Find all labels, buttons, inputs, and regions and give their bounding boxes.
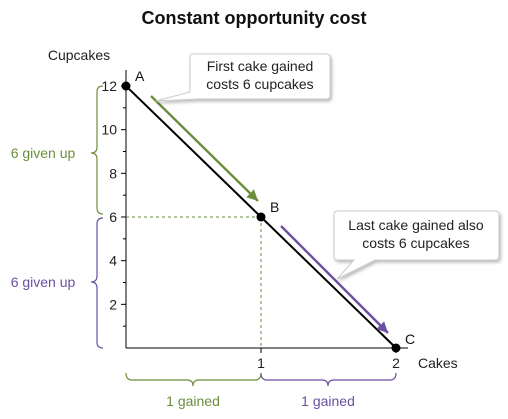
arrow-b-to-c-shaft xyxy=(280,225,389,334)
callout-first-line-2: costs 6 cupcakes xyxy=(206,76,313,92)
callout-first-line-1: First cake gained xyxy=(207,58,314,74)
x-tick-label: 1 xyxy=(257,355,265,371)
callout-first-shape xyxy=(155,53,331,102)
callout-last-shape xyxy=(333,210,500,280)
y-upper-bracket-label: 6 given up xyxy=(11,145,76,161)
callout-first-cake: First cake gained costs 6 cupcakes xyxy=(155,53,331,102)
x-tick-label: 2 xyxy=(392,355,400,371)
point-label-a: A xyxy=(135,68,145,84)
arrow-b-to-c-head xyxy=(376,321,388,333)
x-first-bracket xyxy=(125,372,262,387)
y-tick-label: 10 xyxy=(101,122,117,138)
y-upper-bracket xyxy=(90,85,104,215)
y-tick-label: 4 xyxy=(109,253,117,269)
point-c xyxy=(391,343,401,353)
point-label-b: B xyxy=(270,199,279,215)
y-tick-label: 8 xyxy=(109,165,117,181)
y-tick-label: 6 xyxy=(109,209,117,225)
arrow-a-to-b-shaft xyxy=(150,95,259,202)
arrows xyxy=(150,95,389,334)
callout-last-cake: Last cake gained also costs 6 cupcakes xyxy=(333,210,500,280)
point-label-c: C xyxy=(405,331,415,347)
callout-last-line-2: costs 6 cupcakes xyxy=(362,235,469,251)
chart-title: Constant opportunity cost xyxy=(142,8,367,28)
y-axis-label: Cupcakes xyxy=(48,47,110,63)
x-first-bracket-label: 1 gained xyxy=(166,393,220,409)
y-tick-label: 2 xyxy=(109,296,117,312)
point-a xyxy=(121,81,131,91)
x-second-bracket xyxy=(260,372,397,387)
x-second-bracket-label: 1 gained xyxy=(301,393,355,409)
point-b xyxy=(256,212,266,222)
y-tick-label: 12 xyxy=(101,78,117,94)
guide-lines xyxy=(126,216,262,348)
arrow-a-to-b-head xyxy=(246,189,258,201)
brackets: 6 given up 6 given up 1 gained 1 gained xyxy=(11,85,397,409)
series: A B C xyxy=(121,68,415,353)
y-lower-bracket-label: 6 given up xyxy=(11,274,76,290)
callout-last-line-1: Last cake gained also xyxy=(348,217,484,233)
y-lower-bracket xyxy=(90,217,104,349)
x-axis-label: Cakes xyxy=(418,355,458,371)
